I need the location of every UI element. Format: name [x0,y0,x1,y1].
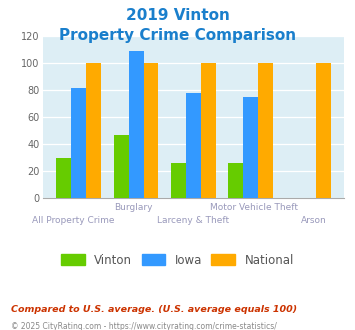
Text: Larceny & Theft: Larceny & Theft [157,216,230,225]
Text: Burglary: Burglary [114,203,152,212]
Bar [71,87,86,198]
Text: Arson: Arson [301,216,327,225]
Bar [229,163,244,198]
Text: 2019 Vinton: 2019 Vinton [126,8,229,23]
Bar [258,63,273,198]
Bar [244,97,258,198]
Bar [129,51,143,198]
Text: Motor Vehicle Theft: Motor Vehicle Theft [210,203,298,212]
Bar [56,157,71,198]
Bar [186,93,201,198]
Bar [143,63,158,198]
Text: © 2025 CityRating.com - https://www.cityrating.com/crime-statistics/: © 2025 CityRating.com - https://www.city… [11,322,277,330]
Legend: Vinton, Iowa, National: Vinton, Iowa, National [56,249,299,271]
Text: Property Crime Comparison: Property Crime Comparison [59,28,296,43]
Bar [316,63,331,198]
Bar [114,135,129,198]
Bar [201,63,216,198]
Bar [86,63,101,198]
Text: All Property Crime: All Property Crime [32,216,114,225]
Bar [171,163,186,198]
Text: Compared to U.S. average. (U.S. average equals 100): Compared to U.S. average. (U.S. average … [11,305,297,314]
